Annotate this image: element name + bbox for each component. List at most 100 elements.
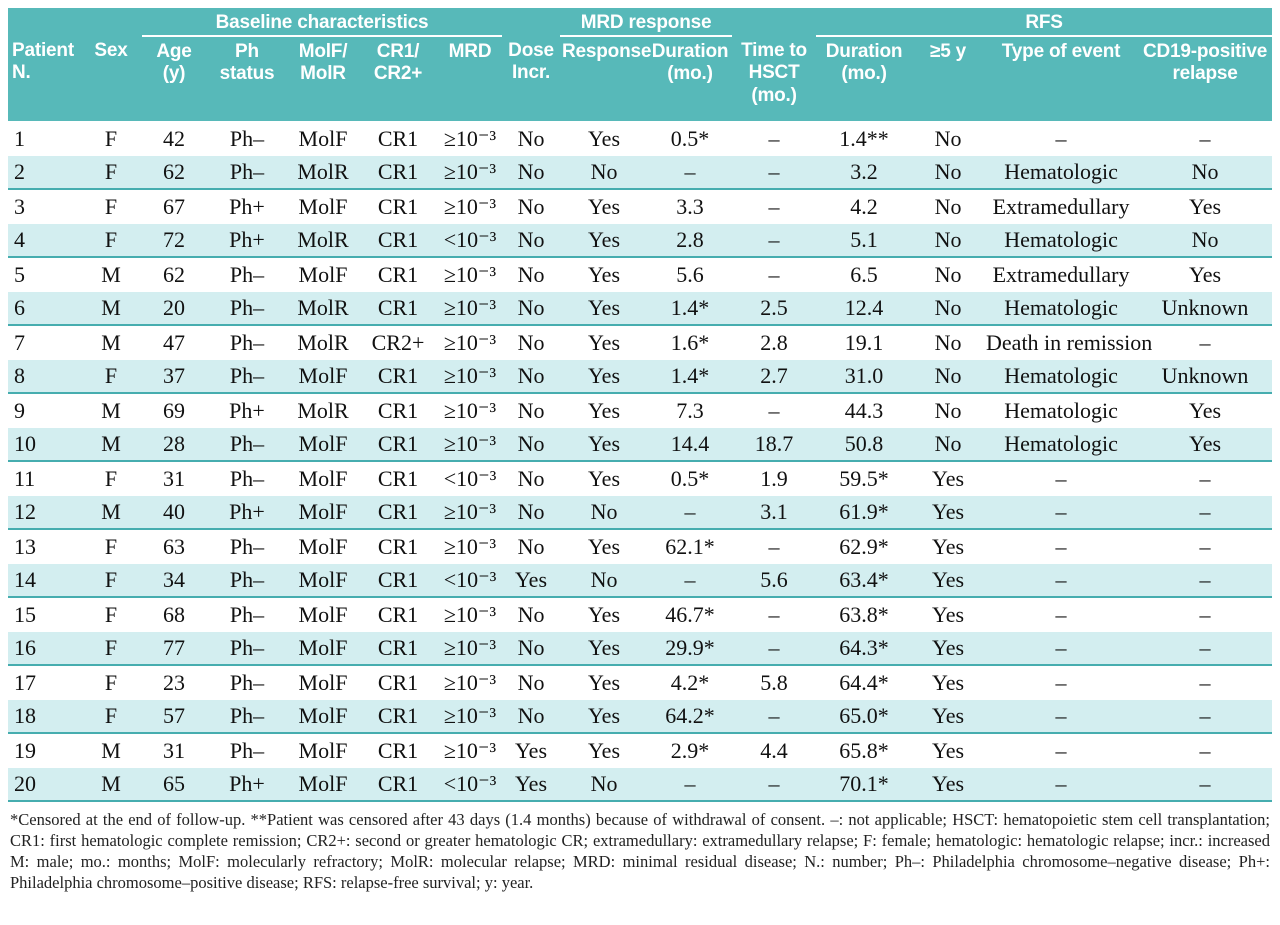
cell-cr1-cr2: CR1 xyxy=(377,262,419,288)
table-row: 18 F 57 Ph– MolF CR1 ≥10⁻³ No Yes 64.2* –65.0* Yes –… xyxy=(8,700,1273,735)
cell-cd19-relapse: – xyxy=(1199,602,1211,628)
cell-type-of-event: – xyxy=(1055,670,1067,696)
cell-mrd: ≥10⁻³ xyxy=(438,700,503,735)
cell-mrd: ≥10⁻³ xyxy=(438,632,503,667)
col-header-dose-incr: Dose Incr. xyxy=(502,36,561,122)
cell-dose-incr: No xyxy=(517,602,545,628)
cell-dose-incr: No xyxy=(502,292,561,327)
cell-age: 47 xyxy=(163,330,185,356)
cell-type-of-event: Hematologic xyxy=(984,360,1139,395)
col-header-ph-status: Ph status xyxy=(206,36,288,122)
cell-ph-status: Ph– xyxy=(229,670,265,696)
cell-cr1-cr2: CR1 xyxy=(358,564,438,599)
cell-time-to-hsct: 4.4 xyxy=(760,738,788,764)
cell-sex: M xyxy=(101,738,121,764)
cell-rfs-duration: 50.8 xyxy=(816,428,913,463)
cell-sex: F xyxy=(80,632,142,667)
cell-sex: F xyxy=(104,534,118,560)
cell-patient-n: 1 xyxy=(14,125,25,151)
cell-age: 67 xyxy=(163,194,185,220)
cell-type-of-event: – xyxy=(1055,738,1067,764)
cell-time-to-hsct: 3.1 xyxy=(732,496,817,531)
group-spacer-hsct xyxy=(732,8,817,36)
cell-dose-incr: No xyxy=(517,670,545,696)
cell-time-to-hsct: 2.7 xyxy=(732,360,817,395)
cell-dose-incr: No xyxy=(502,428,561,463)
cell-response: No xyxy=(560,496,649,531)
cell-cr1-cr2: CR1 xyxy=(377,670,419,696)
cell-age: 31 xyxy=(163,738,185,764)
cell-patient-n: 16 xyxy=(8,632,80,667)
cell-age: 62 xyxy=(142,156,206,191)
cell-ph-status: Ph– xyxy=(206,564,288,599)
cell-mrd: ≥10⁻³ xyxy=(443,330,497,356)
cell-rfs-duration: 3.2 xyxy=(816,156,913,191)
cell-sex: M xyxy=(80,292,142,327)
cell-cr1-cr2: CR1 xyxy=(377,534,419,560)
cell-sex: F xyxy=(80,156,142,191)
col-header-mrd-duration: Duration (mo.) xyxy=(648,36,733,122)
cell-mrd-duration: 29.9* xyxy=(648,632,733,667)
cell-mrd-duration: 1.4* xyxy=(648,360,733,395)
cell-cr1-cr2: CR1 xyxy=(358,632,438,667)
cell-type-of-event: Death in remission xyxy=(986,330,1153,356)
cell-response: Yes xyxy=(588,738,621,764)
cell-response: Yes xyxy=(588,534,621,560)
cell-rfs-duration: 59.5* xyxy=(839,466,889,492)
cell-molf-molr: MolF xyxy=(298,738,348,764)
cell-response: Yes xyxy=(560,360,649,395)
cell-rfs-duration: 65.0* xyxy=(816,700,913,735)
cell-ph-status: Ph– xyxy=(229,330,265,356)
cell-dose-incr: No xyxy=(517,194,545,220)
table-row: 9 M 69 Ph+ MolR CR1 ≥10⁻³ No Yes 7.3 – 44.3 No Hemato… xyxy=(8,393,1272,428)
cell-molf-molr: MolR xyxy=(288,156,358,191)
cell-sex: F xyxy=(80,360,142,395)
cell-time-to-hsct: – xyxy=(768,125,780,151)
group-spacer-dose xyxy=(502,8,561,36)
cell-cd19-relapse: – xyxy=(1199,466,1211,492)
cell-rfs-duration: 63.4* xyxy=(816,564,913,599)
cell-mrd: <10⁻³ xyxy=(443,466,497,492)
table-row: 4 F 72 Ph+ MolR CR1 <10⁻³ No Yes 2.8–5.1 No Hematol… xyxy=(8,224,1273,259)
cell-molf-molr: MolF xyxy=(298,670,348,696)
table-row: 3 F 67 Ph+ MolF CR1 ≥10⁻³ No Yes 3.3 – 4.2 No Extrame… xyxy=(8,189,1272,224)
cell-type-of-event: – xyxy=(984,496,1139,531)
cell-rfs-duration: 31.0 xyxy=(816,360,913,395)
cell-ge-5y: Yes xyxy=(912,632,985,667)
footnote: *Censored at the end of follow-up. **Pat… xyxy=(10,810,1270,893)
cell-dose-incr: No xyxy=(502,224,561,259)
cell-cr1-cr2: CR1 xyxy=(377,466,419,492)
cell-type-of-event: Extramedullary xyxy=(992,262,1130,288)
cell-cd19-relapse: – xyxy=(1199,534,1211,560)
cell-age: 63 xyxy=(163,534,185,560)
cell-age: 69 xyxy=(163,398,185,424)
cell-sex: F xyxy=(80,224,142,259)
cell-cd19-relapse: No xyxy=(1138,224,1273,259)
cell-ge-5y: No xyxy=(934,330,962,356)
cell-rfs-duration: 12.4 xyxy=(816,292,913,327)
cell-ph-status: Ph– xyxy=(206,292,288,327)
cell-molf-molr: MolF xyxy=(298,125,348,151)
cell-rfs-duration: 63.8* xyxy=(839,602,889,628)
cell-mrd: ≥10⁻³ xyxy=(438,428,503,463)
table-row: 15 F 68 Ph– MolF CR1 ≥10⁻³ No Yes 46.7* – 63.8* Yes –… xyxy=(8,597,1272,632)
cell-ph-status: Ph+ xyxy=(229,398,265,424)
cell-ph-status: Ph– xyxy=(229,262,265,288)
cell-cr1-cr2: CR1 xyxy=(358,292,438,327)
cell-cr1-cr2: CR1 xyxy=(358,224,438,259)
cell-molf-molr: MolF xyxy=(288,564,358,599)
cell-mrd: ≥10⁻³ xyxy=(443,602,497,628)
cell-time-to-hsct: – xyxy=(768,602,780,628)
cell-age: 68 xyxy=(163,602,185,628)
cell-age: 31 xyxy=(163,466,185,492)
cell-rfs-duration: 6.5 xyxy=(850,262,878,288)
cell-ge-5y: No xyxy=(912,292,985,327)
group-rfs: RFS xyxy=(816,8,1273,37)
cell-molf-molr: MolF xyxy=(298,262,348,288)
cell-ph-status: Ph– xyxy=(206,632,288,667)
group-mrd-response: MRD response xyxy=(560,8,733,37)
cell-mrd: <10⁻³ xyxy=(438,768,503,803)
cell-patient-n: 7 xyxy=(14,330,25,356)
col-header-molf-molr: MolF/ MolR xyxy=(288,36,358,122)
table-row: 8 F 37 Ph– MolF CR1 ≥10⁻³ No Yes 1.4* 2.7 31.0 No Hem… xyxy=(8,360,1273,395)
